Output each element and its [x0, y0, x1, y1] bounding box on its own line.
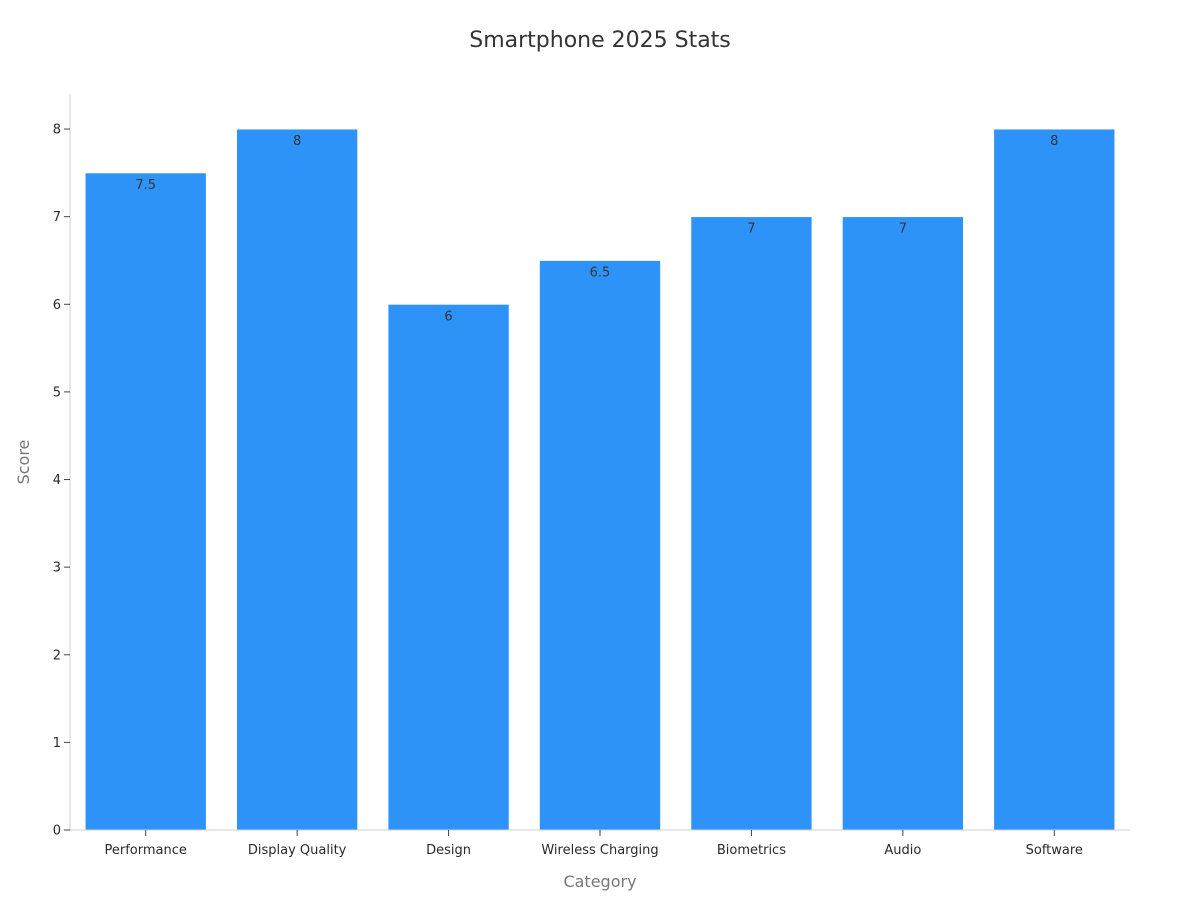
bar — [690, 216, 813, 831]
bar — [539, 260, 661, 831]
x-axis-title: Category — [563, 872, 636, 891]
bar — [387, 303, 510, 831]
y-tick-label: 3 — [53, 561, 61, 576]
x-tick-label: Audio — [884, 843, 921, 858]
bar-value-label: 6 — [444, 309, 452, 324]
chart-title: Smartphone 2025 Stats — [469, 28, 731, 53]
y-tick-label: 4 — [53, 473, 61, 488]
y-tick-label: 7 — [53, 210, 61, 225]
x-tick-label: Wireless Charging — [541, 843, 658, 858]
x-tick-label: Biometrics — [717, 843, 786, 858]
y-tick-label: 2 — [53, 648, 61, 663]
bar-value-label: 8 — [1050, 134, 1058, 149]
y-tick-label: 8 — [53, 123, 61, 138]
x-tick-label: Design — [426, 843, 471, 858]
y-tick-label: 1 — [53, 736, 61, 751]
bar-value-label: 7 — [899, 222, 907, 237]
bar — [841, 216, 964, 831]
bar — [84, 172, 207, 831]
y-axis: 0 1 2 3 4 5 6 7 8 — [53, 94, 71, 839]
bar-value-label: 7.5 — [135, 178, 156, 193]
bar-value-label: 7 — [747, 222, 755, 237]
plot-area: 7.5 8 6 6.5 7 7 8 — [84, 128, 1116, 831]
y-axis-title: Score — [14, 440, 33, 485]
bar — [993, 128, 1116, 831]
x-tick-label: Performance — [105, 843, 187, 858]
x-tick-label: Software — [1026, 843, 1083, 858]
y-tick-label: 5 — [53, 385, 61, 400]
x-tick-label: Display Quality — [248, 843, 347, 858]
bar-value-label: 6.5 — [590, 265, 611, 280]
bar — [236, 128, 359, 831]
x-axis: Performance Display Quality Design Wireless… — [70, 829, 1130, 858]
bar-value-label: 8 — [293, 134, 301, 149]
y-tick-label: 0 — [53, 824, 61, 839]
y-tick-label: 6 — [53, 298, 61, 313]
